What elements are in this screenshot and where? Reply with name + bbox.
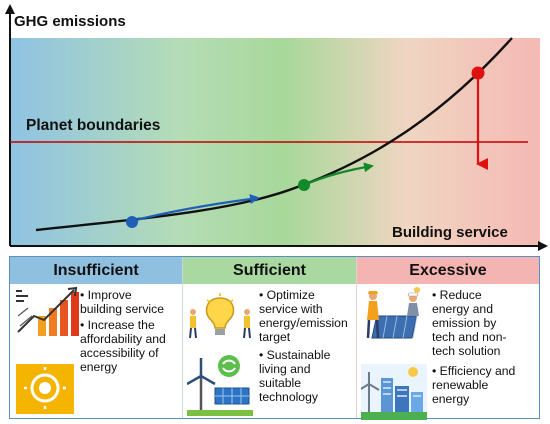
insufficient-arrow <box>131 194 260 223</box>
panel-title: Sufficient <box>183 257 356 284</box>
bullet-improve-service: • Improve building service <box>80 288 165 316</box>
bullet-efficiency-renewable: • Efficiency and renewable energy <box>432 364 516 406</box>
bullet-sustainable-living: • Sustainable living and suitable techno… <box>259 348 331 404</box>
green-city-wind-icon <box>361 364 427 420</box>
panel-title: Insufficient <box>10 257 182 284</box>
y-axis-label: GHG emissions <box>14 13 126 30</box>
bullet-reduce-energy: • Reduce energy and emission by tech and… <box>432 288 507 358</box>
workers-solar-panel-icon <box>366 287 420 339</box>
bullet-affordability: • Increase the affordability and accessi… <box>80 318 166 374</box>
power-lines-chart-icon <box>16 286 79 336</box>
wind-solar-recycle-icon <box>187 355 253 416</box>
lightbulb-people-icon <box>189 293 251 339</box>
insufficient-point <box>126 216 138 228</box>
planet-boundaries-label: Planet boundaries <box>26 117 161 134</box>
sufficient-point <box>298 179 310 191</box>
excessive-point <box>471 66 485 80</box>
bullet-optimize-service: • Optimize service with energy/emission … <box>259 288 348 344</box>
panel-excessive: Excessive <box>356 257 539 420</box>
category-panels: Insufficient • Improve building service <box>9 256 540 420</box>
panel-insufficient: Insufficient • Improve building service <box>10 257 182 418</box>
x-axis-label: Building service <box>392 224 508 241</box>
panel-title: Excessive <box>357 257 539 284</box>
solar-switch-icon <box>16 364 74 414</box>
panel-sufficient: Sufficient • Opti <box>182 257 356 418</box>
emissions-graph <box>4 4 548 251</box>
sufficient-arrow <box>303 162 374 187</box>
